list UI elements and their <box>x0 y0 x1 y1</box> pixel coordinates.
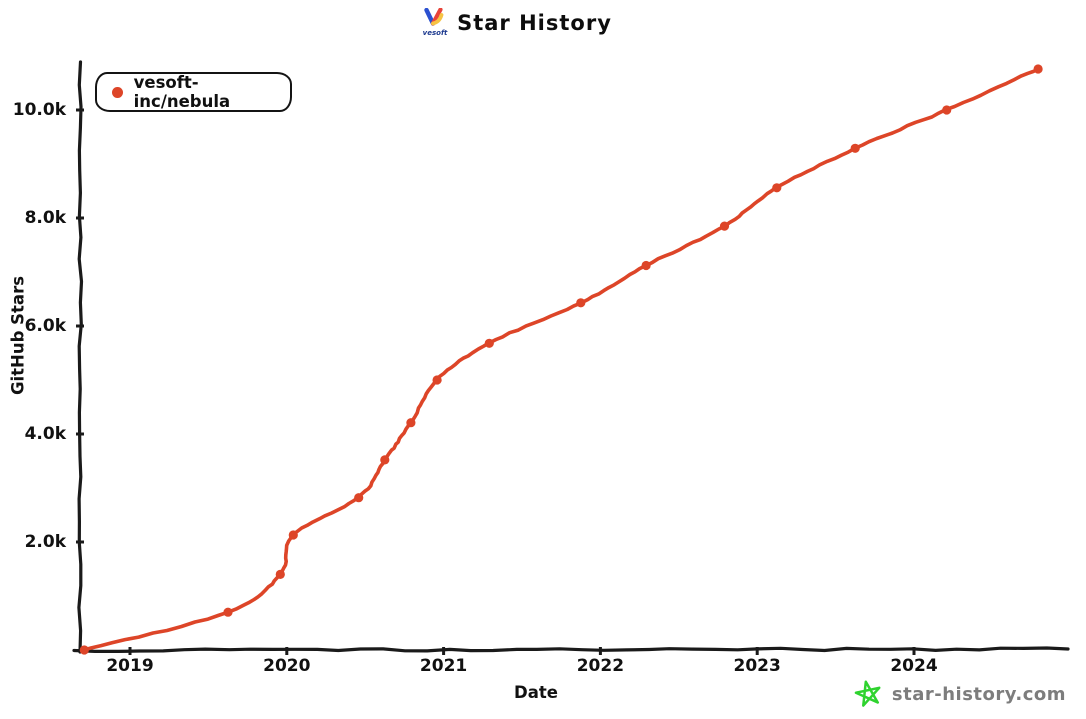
chart-title-row: vesoft Star History <box>0 8 1060 38</box>
watermark-text: star-history.com <box>891 684 1066 705</box>
data-point-marker <box>641 260 651 271</box>
legend-series-marker-icon <box>112 86 123 98</box>
data-point-marker <box>432 375 442 385</box>
vesoft-logo-icon: vesoft <box>423 8 448 37</box>
data-point-marker <box>354 493 364 503</box>
data-point-marker <box>406 418 416 428</box>
data-point-marker <box>79 645 89 655</box>
legend-series-label: vesoft-inc/nebula <box>133 73 231 111</box>
data-point-marker <box>850 143 860 153</box>
page-title: Star History <box>457 11 612 35</box>
watermark: star-history.com <box>853 678 1066 711</box>
x-axis-line <box>72 646 1070 653</box>
data-point-marker <box>223 607 233 617</box>
vesoft-logo-word: vesoft <box>423 29 448 37</box>
data-point-marker <box>772 183 782 193</box>
data-point-marker <box>275 569 285 580</box>
data-point-marker <box>288 530 298 540</box>
data-point-marker <box>380 455 390 465</box>
series-line <box>82 67 1041 652</box>
legend-box: vesoft-inc/nebula <box>95 72 292 112</box>
data-point-marker <box>484 338 494 348</box>
data-point-marker <box>942 105 952 115</box>
data-point-marker <box>1033 64 1043 74</box>
data-point-marker <box>719 221 730 231</box>
data-point-marker <box>576 298 586 308</box>
y-axis-line <box>77 60 84 654</box>
star-history-logo-icon <box>854 680 881 707</box>
